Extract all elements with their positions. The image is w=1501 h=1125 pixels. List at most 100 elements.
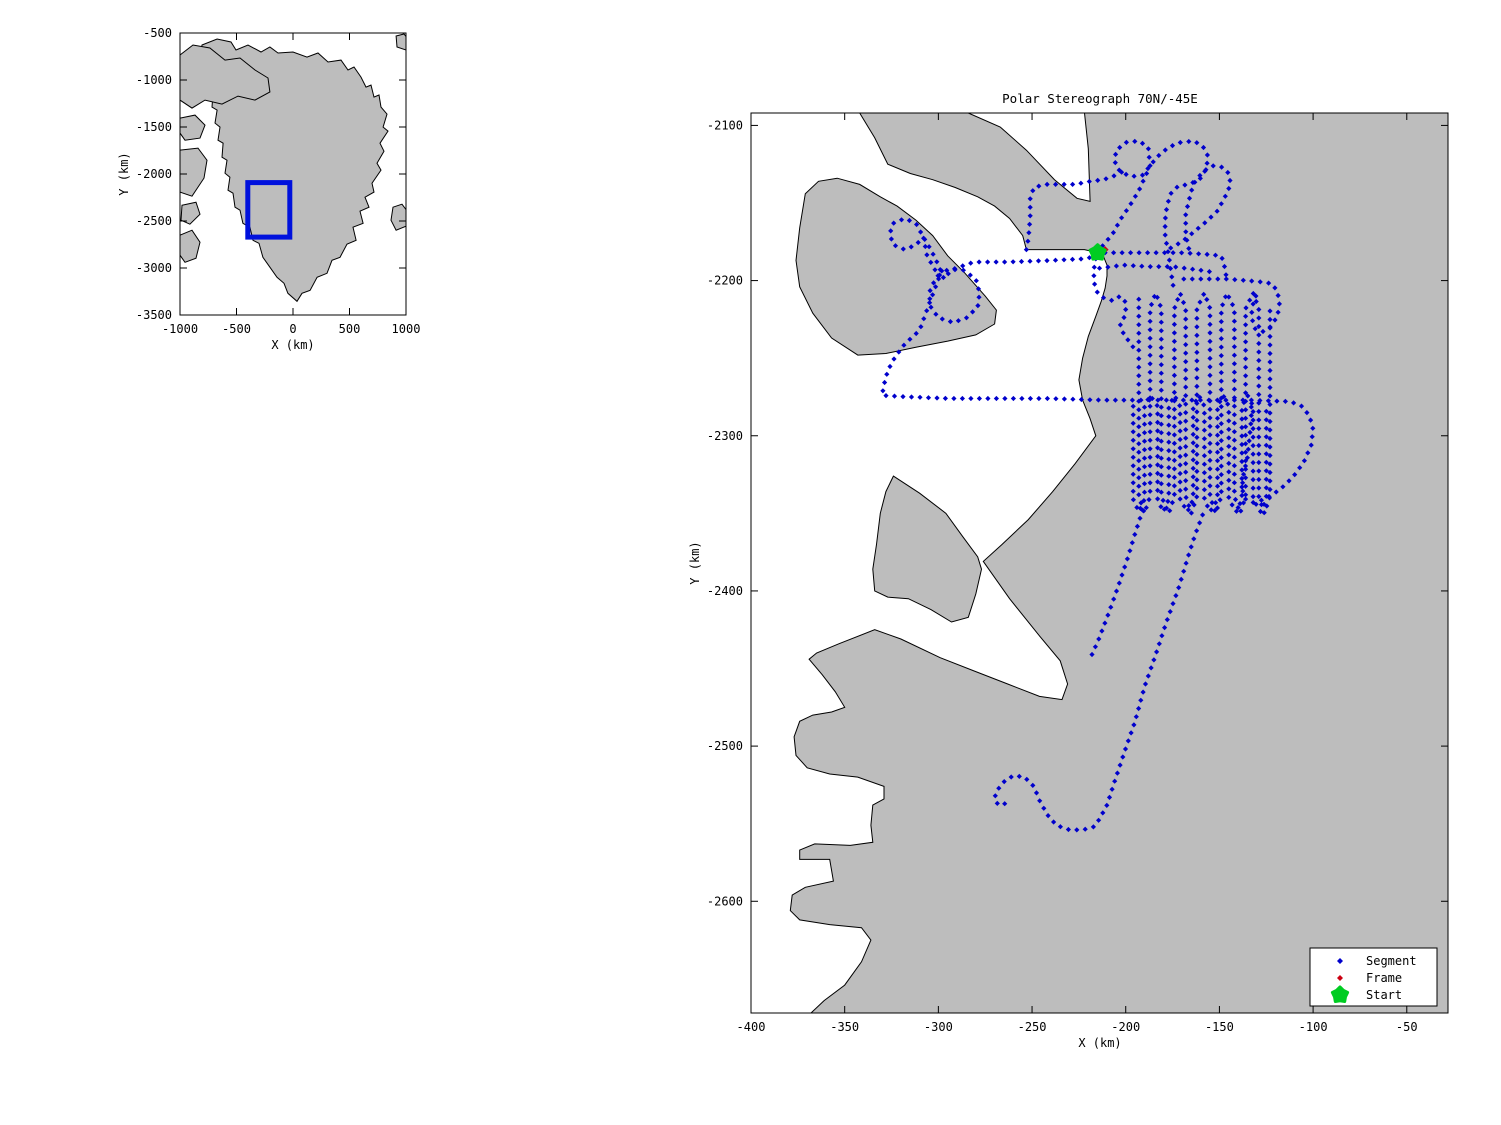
segment-dot (1145, 165, 1151, 172)
segment-dot (1197, 520, 1203, 526)
segment-dot (921, 316, 927, 322)
segment-dot (1214, 208, 1220, 214)
inset-land-polygon (390, 203, 406, 231)
segment-dot (1026, 230, 1032, 236)
segment-dot (1170, 282, 1176, 288)
segment-dot (1096, 265, 1103, 271)
segment-dot (1145, 250, 1151, 256)
segment-dot (1239, 484, 1245, 490)
segment-dot (1231, 318, 1237, 324)
segment-dot (891, 393, 898, 399)
segment-dot (1171, 355, 1177, 361)
segment-dot (1243, 441, 1249, 447)
segment-dot (1173, 593, 1179, 599)
segment-dot (1159, 633, 1165, 639)
segment-dot (1184, 237, 1190, 243)
segment-dot (1239, 450, 1245, 456)
segment-dot (1016, 773, 1022, 779)
legend-start-marker (1330, 985, 1350, 1003)
segment-dot (1180, 397, 1186, 403)
main-yaxis-label: Y (km) (688, 541, 702, 584)
segment-dot (1231, 471, 1237, 477)
segment-dot (1112, 397, 1118, 403)
segment-dot (976, 395, 982, 402)
segment-dot (1168, 190, 1174, 196)
segment-dot (1147, 369, 1153, 375)
segment-dot (1187, 250, 1193, 256)
segment-dot (1105, 264, 1111, 270)
segment-dot (976, 259, 982, 265)
segment-dot (1243, 449, 1249, 455)
segment-dot (1239, 467, 1245, 473)
segment-dot (1231, 463, 1237, 469)
segment-dot (960, 267, 966, 273)
segment-dot (1141, 498, 1147, 504)
segment-dot (1114, 770, 1120, 776)
segment-dot (1182, 182, 1188, 188)
segment-dot (1155, 411, 1161, 417)
segment-dot (1155, 496, 1161, 502)
segment-dot (1053, 181, 1059, 187)
segment-dot (1129, 397, 1135, 403)
segment-dot (1275, 292, 1281, 299)
segment-dot (1272, 285, 1278, 291)
segment-dot (1243, 424, 1249, 430)
segment-dot (1179, 250, 1185, 256)
segment-dot (1171, 474, 1177, 480)
segment-dot (993, 259, 999, 265)
segment-dot (934, 395, 940, 401)
segment-dot (1291, 400, 1297, 406)
segment-dot (1241, 399, 1247, 406)
segment-dot (1250, 494, 1256, 500)
segment-dot (1153, 250, 1159, 256)
segment-dot (1171, 313, 1177, 319)
segment-dot (1250, 443, 1256, 449)
segment-dot (1134, 523, 1140, 529)
segment-dot (994, 800, 1000, 806)
segment-dot (1171, 449, 1177, 455)
segment-dot (1250, 460, 1256, 466)
inset-ytick-label: -2000 (136, 167, 172, 181)
segment-dot (1243, 339, 1249, 345)
segment-dot (892, 243, 899, 249)
segment-dot (927, 300, 933, 306)
segment-dot (976, 294, 982, 300)
segment-dot (1194, 341, 1200, 347)
segment-dot (1069, 256, 1076, 262)
segment-dot (1155, 445, 1161, 451)
segment-dot (1201, 444, 1207, 450)
segment-dot (1147, 412, 1153, 418)
segment-dot (951, 395, 957, 402)
segment-dot (1201, 470, 1207, 476)
segment-dot (1044, 258, 1050, 264)
segment-dot (1276, 301, 1282, 307)
segment-dot (1140, 178, 1146, 184)
segment-dot (1239, 492, 1245, 499)
segment-dot (1099, 628, 1105, 634)
segment-dot (1250, 301, 1256, 307)
segment-dot (1231, 361, 1237, 367)
segment-dot (1155, 487, 1161, 493)
segment-dot (1250, 434, 1256, 440)
segment-dot (1250, 417, 1256, 423)
segment-dot (1223, 397, 1229, 403)
segment-dot (1280, 484, 1286, 490)
segment-dot (1162, 625, 1168, 631)
segment-dot (1018, 258, 1025, 265)
segment-dot (898, 217, 905, 223)
segment-dot (955, 318, 961, 324)
segment-dot (1274, 398, 1280, 404)
main-xaxis-label: X (km) (1078, 1036, 1121, 1050)
segment-dot (968, 395, 974, 402)
segment-dot (1086, 255, 1092, 261)
segment-dot (1161, 506, 1167, 512)
segment-dot (888, 228, 894, 234)
inset-xtick-label: 500 (339, 322, 361, 336)
segment-dot (934, 259, 940, 265)
segment-dot (1188, 510, 1194, 516)
segment-dot (1147, 471, 1153, 477)
main-ytick-label: -2400 (707, 584, 743, 598)
segment-dot (1243, 356, 1249, 362)
main-land-polygon (872, 475, 983, 623)
inset-ytick-label: -1000 (136, 73, 172, 87)
